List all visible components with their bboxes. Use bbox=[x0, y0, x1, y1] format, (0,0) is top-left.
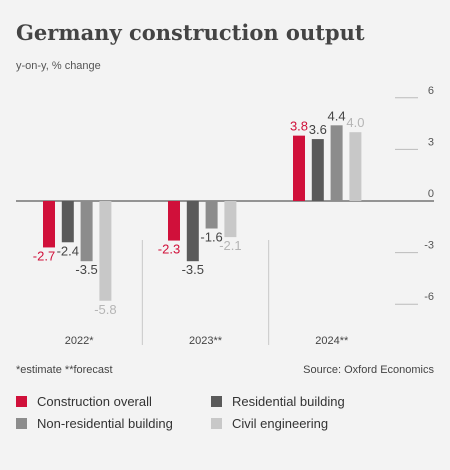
bar bbox=[99, 201, 112, 301]
bar bbox=[43, 201, 55, 248]
legend-label: Residential building bbox=[232, 394, 345, 409]
bar bbox=[293, 135, 305, 201]
data-label: -2.4 bbox=[57, 243, 79, 258]
data-label: -1.6 bbox=[200, 230, 222, 245]
x-tick-label: 2024** bbox=[315, 335, 349, 347]
x-tick-label: 2022* bbox=[65, 335, 94, 347]
chart-title: Germany construction output bbox=[16, 20, 365, 45]
bar bbox=[186, 201, 199, 262]
legend-swatch bbox=[16, 418, 27, 429]
bar bbox=[311, 139, 324, 201]
bar bbox=[224, 201, 237, 238]
data-label: -3.5 bbox=[75, 262, 97, 277]
bar bbox=[61, 201, 74, 243]
bar bbox=[80, 201, 93, 262]
y-tick-label: 0 bbox=[428, 188, 434, 200]
data-label: -3.5 bbox=[182, 262, 204, 277]
chart-subtitle: y-on-y, % change bbox=[16, 60, 101, 72]
bar-chart: 630-3-6-2.7 -2.4-3.5-5.82022*-2.3-3.5-1.6… bbox=[16, 85, 434, 347]
source-note: Source: Oxford Economics bbox=[303, 364, 434, 376]
legend-label: Civil engineering bbox=[232, 416, 329, 431]
bar bbox=[168, 201, 180, 241]
bar bbox=[349, 132, 362, 201]
legend-item-non-residential-building: Non-residential building bbox=[16, 416, 173, 431]
legend-label: Non-residential building bbox=[37, 416, 173, 431]
data-label: 3.6 bbox=[309, 122, 327, 137]
data-label: -5.8 bbox=[94, 302, 116, 317]
footnote: *estimate **forecast bbox=[16, 364, 113, 376]
y-tick-label: 6 bbox=[428, 85, 434, 97]
data-label: 4.0 bbox=[346, 115, 364, 130]
data-label: 4.4 bbox=[328, 108, 346, 123]
data-label: 3.8 bbox=[290, 119, 308, 134]
y-tick-label: 3 bbox=[428, 136, 434, 148]
legend-swatch bbox=[211, 418, 222, 429]
bar bbox=[205, 201, 218, 229]
legend-item-construction-overall: Construction overall bbox=[16, 394, 152, 409]
data-label: -2.1 bbox=[219, 238, 241, 253]
y-tick-label: -3 bbox=[424, 240, 434, 252]
y-tick-label: -6 bbox=[424, 291, 434, 303]
bar bbox=[330, 125, 343, 201]
data-label: -2.3 bbox=[158, 242, 180, 257]
legend-item-residential-building: Residential building bbox=[211, 394, 345, 409]
legend-swatch bbox=[16, 396, 27, 407]
legend-item-civil-engineering: Civil engineering bbox=[211, 416, 328, 431]
legend-label: Construction overall bbox=[37, 394, 152, 409]
data-label: -2.7 bbox=[33, 248, 55, 263]
x-tick-label: 2023** bbox=[189, 335, 223, 347]
legend-swatch bbox=[211, 396, 222, 407]
